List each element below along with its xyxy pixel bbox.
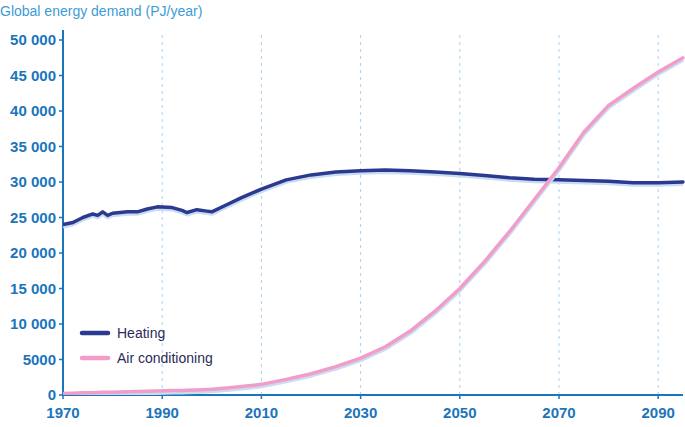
- y-axis-label: Global energy demand (PJ/year): [0, 3, 202, 19]
- line-shadow: [63, 60, 683, 395]
- y-tick-label: 25 000: [10, 209, 56, 226]
- legend-label: Air conditioning: [117, 350, 213, 366]
- legend: Heating Air conditioning: [82, 325, 213, 366]
- series-line: [63, 170, 683, 225]
- x-tick-label: 2090: [642, 404, 675, 421]
- legend-label: Heating: [117, 325, 165, 341]
- y-axis: [62, 30, 64, 395]
- legend-swatch: [82, 356, 108, 361]
- y-tick-label: 5000: [23, 351, 56, 368]
- x-tick-label: 2050: [443, 404, 476, 421]
- series-line: [63, 58, 683, 394]
- legend-swatch: [82, 331, 108, 336]
- x-tick-label: 1970: [46, 404, 79, 421]
- y-tick-label: 15 000: [10, 280, 56, 297]
- y-tick-label: 40 000: [10, 102, 56, 119]
- y-tick-label: 30 000: [10, 173, 56, 190]
- grid-line: [261, 35, 262, 395]
- y-tick-label: 50 000: [10, 31, 56, 48]
- grid-line: [360, 35, 361, 395]
- y-tick-label: 45 000: [10, 67, 56, 84]
- x-tick-label: 2010: [245, 404, 278, 421]
- y-tick-label: 10 000: [10, 315, 56, 332]
- y-tick-label: 20 000: [10, 244, 56, 261]
- y-tick-label: 0: [48, 386, 56, 403]
- x-tick-label: 1990: [146, 404, 179, 421]
- grid-line: [459, 35, 460, 395]
- x-tick-label: 2030: [344, 404, 377, 421]
- grid-line: [162, 35, 163, 395]
- plot-area: [63, 58, 683, 395]
- y-tick-label: 35 000: [10, 138, 56, 155]
- x-tick-label: 2070: [542, 404, 575, 421]
- chart: Global energy demand (PJ/year) 1970 1990 20…: [0, 0, 685, 427]
- grid-line: [559, 35, 560, 395]
- grid-line: [658, 35, 659, 395]
